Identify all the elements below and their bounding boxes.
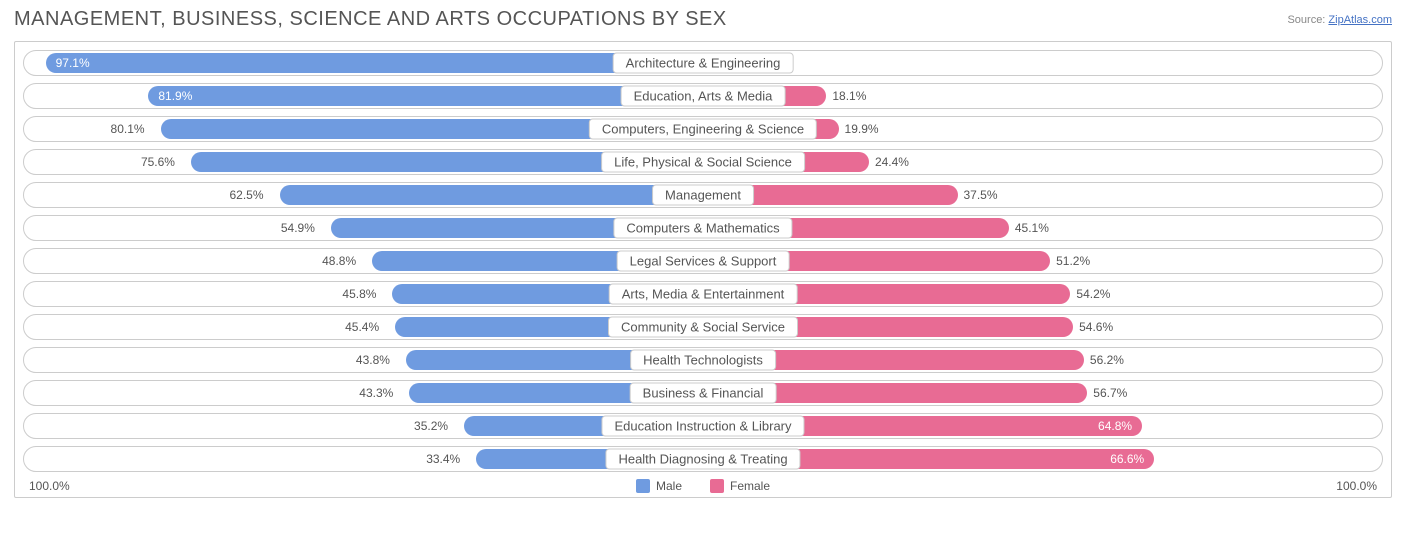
category-label: Computers & Mathematics [613, 218, 792, 239]
legend-swatch-female [710, 479, 724, 493]
pct-label-male: 81.9% [158, 89, 192, 103]
pct-label-male: 54.9% [281, 221, 315, 235]
category-label: Architecture & Engineering [613, 53, 794, 74]
category-label: Health Technologists [630, 350, 776, 371]
chart-title: MANAGEMENT, BUSINESS, SCIENCE AND ARTS O… [14, 8, 727, 31]
chart-row: 33.4% 66.6% Health Diagnosing & Treating [23, 446, 1383, 472]
chart-row: 43.3% 56.7% Business & Financial [23, 380, 1383, 406]
pct-label-female: 66.6% [1110, 452, 1144, 466]
pct-label-male: 48.8% [322, 254, 356, 268]
chart-container: 97.1%2.9%Architecture & Engineering 81.9%… [14, 41, 1392, 498]
chart-row: 81.9% 18.1% Education, Arts & Media [23, 83, 1383, 109]
pct-label-female: 24.4% [875, 155, 909, 169]
pct-label-female: 45.1% [1015, 221, 1049, 235]
pct-label-male: 33.4% [426, 452, 460, 466]
pct-label-male: 43.3% [359, 386, 393, 400]
chart-row: 48.8% 51.2% Legal Services & Support [23, 248, 1383, 274]
bar-male [148, 86, 702, 106]
chart-legend: Male Female [70, 479, 1337, 493]
category-label: Health Diagnosing & Treating [605, 449, 800, 470]
pct-label-female: 18.1% [832, 89, 866, 103]
category-label: Community & Social Service [608, 317, 798, 338]
bar-male [280, 185, 703, 205]
category-label: Management [652, 185, 754, 206]
chart-row: 75.6% 24.4% Life, Physical & Social Scienc… [23, 149, 1383, 175]
pct-label-male: 45.8% [342, 287, 376, 301]
chart-row: 97.1%2.9%Architecture & Engineering [23, 50, 1383, 76]
category-label: Business & Financial [630, 383, 777, 404]
category-label: Education, Arts & Media [621, 86, 786, 107]
pct-label-male: 35.2% [414, 419, 448, 433]
category-label: Arts, Media & Entertainment [609, 284, 798, 305]
pct-label-female: 19.9% [845, 122, 879, 136]
pct-label-male: 97.1% [56, 56, 90, 70]
pct-label-female: 56.7% [1093, 386, 1127, 400]
pct-label-male: 75.6% [141, 155, 175, 169]
chart-row: 80.1% 19.9% Computers, Engineering & Scien… [23, 116, 1383, 142]
axis-right-label: 100.0% [1336, 479, 1383, 493]
chart-header: MANAGEMENT, BUSINESS, SCIENCE AND ARTS O… [14, 8, 1392, 31]
pct-label-female: 54.2% [1076, 287, 1110, 301]
legend-item-female: Female [710, 479, 770, 493]
chart-axis: 100.0% Male Female 100.0% [23, 479, 1383, 493]
category-label: Education Instruction & Library [601, 416, 804, 437]
pct-label-female: 37.5% [964, 188, 998, 202]
chart-source: Source: ZipAtlas.com [1287, 8, 1392, 26]
legend-label-female: Female [730, 479, 770, 493]
legend-item-male: Male [636, 479, 682, 493]
chart-rows: 97.1%2.9%Architecture & Engineering 81.9%… [23, 50, 1383, 472]
pct-label-male: 80.1% [111, 122, 145, 136]
chart-row: 35.2% 64.8% Education Instruction & Librar… [23, 413, 1383, 439]
pct-label-male: 45.4% [345, 320, 379, 334]
pct-label-female: 56.2% [1090, 353, 1124, 367]
chart-row: 43.8% 56.2% Health Technologists [23, 347, 1383, 373]
chart-row: 45.4% 54.6% Community & Social Service [23, 314, 1383, 340]
bar-male [46, 53, 702, 73]
pct-label-female: 64.8% [1098, 419, 1132, 433]
legend-swatch-male [636, 479, 650, 493]
pct-label-female: 54.6% [1079, 320, 1113, 334]
pct-label-male: 43.8% [356, 353, 390, 367]
chart-row: 54.9% 45.1% Computers & Mathematics [23, 215, 1383, 241]
source-link[interactable]: ZipAtlas.com [1328, 14, 1392, 26]
legend-label-male: Male [656, 479, 682, 493]
source-prefix: Source: [1287, 14, 1328, 26]
category-label: Computers, Engineering & Science [589, 119, 817, 140]
axis-left-label: 100.0% [23, 479, 70, 493]
pct-label-male: 62.5% [230, 188, 264, 202]
chart-row: 62.5% 37.5% Management [23, 182, 1383, 208]
pct-label-female: 51.2% [1056, 254, 1090, 268]
category-label: Life, Physical & Social Science [601, 152, 805, 173]
chart-row: 45.8% 54.2% Arts, Media & Entertainment [23, 281, 1383, 307]
category-label: Legal Services & Support [617, 251, 790, 272]
